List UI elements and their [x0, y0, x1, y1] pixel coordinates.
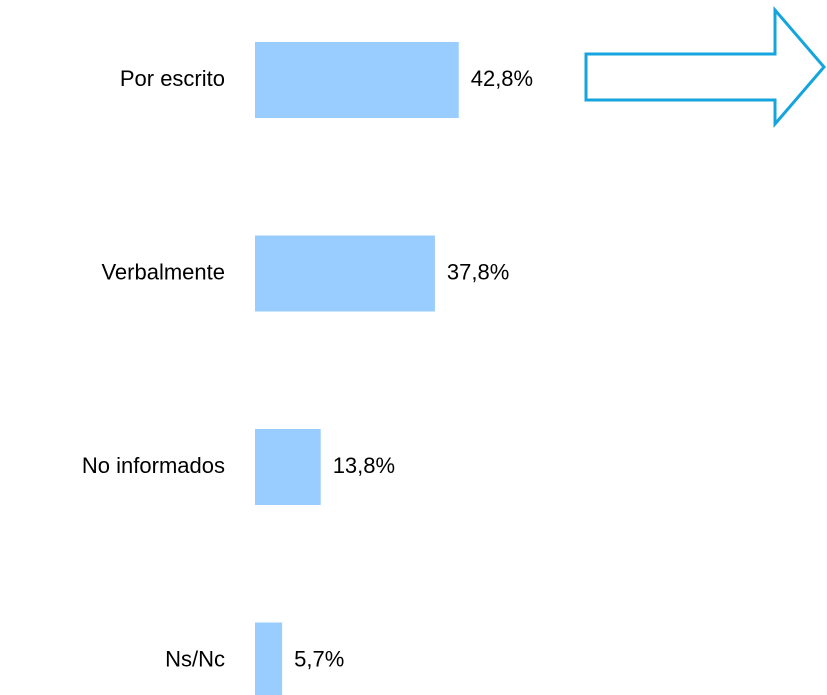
category-label: Ns/Nc [165, 646, 225, 671]
bar [255, 42, 459, 118]
bar [255, 235, 435, 312]
category-label: Por escrito [120, 66, 225, 91]
value-label: 37,8% [447, 259, 509, 284]
value-label: 42,8% [471, 66, 533, 91]
value-label: 5,7% [294, 646, 344, 671]
value-label: 13,8% [333, 453, 395, 478]
bar [255, 622, 283, 695]
category-label: No informados [82, 453, 225, 478]
arrow [584, 5, 826, 129]
bar [255, 429, 321, 505]
category-label: Verbalmente [101, 259, 225, 284]
